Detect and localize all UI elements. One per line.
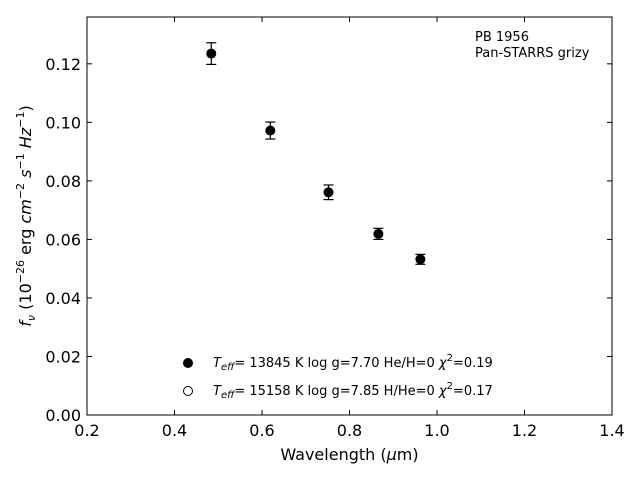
y-tick-label: 0.08 <box>45 172 81 191</box>
y-axis-ticks: 0.00 0.02 0.04 0.06 0.08 0.10 0.12 <box>45 55 612 425</box>
legend-marker-open <box>183 386 193 396</box>
legend-marker-filled <box>183 358 193 368</box>
data-point <box>373 228 384 239</box>
y-tick-label: 0.12 <box>45 55 81 74</box>
y-tick-label: 0.06 <box>45 230 81 249</box>
legend-entry-2: Teff= 15158 K log g=7.85 H/He=0 χ2=0.17 <box>213 381 493 401</box>
x-tick-label: 0.4 <box>162 421 187 440</box>
y-tick-label: 0.00 <box>45 406 81 425</box>
legend-entry-1: Teff= 13845 K log g=7.70 He/H=0 χ2=0.19 <box>213 353 493 373</box>
x-tick-label: 1.2 <box>512 421 537 440</box>
y-tick-label: 0.02 <box>45 347 81 366</box>
y-tick-label: 0.04 <box>45 289 81 308</box>
x-tick-label: 0.8 <box>337 421 362 440</box>
data-point <box>265 125 276 136</box>
x-axis-ticks: 0.2 0.4 0.6 0.8 1.0 1.2 1.4 <box>74 17 625 440</box>
data-points <box>206 42 426 265</box>
x-axis-title: Wavelength (μm) <box>280 445 418 464</box>
x-tick-label: 1.0 <box>424 421 449 440</box>
legend: Teff= 13845 K log g=7.70 He/H=0 χ2=0.19 … <box>183 353 493 401</box>
annotation-object-name: PB 1956 <box>475 30 529 45</box>
data-point <box>323 187 334 198</box>
y-axis-title: fν (10−26 erg cm−2 s−1 Hz−1) <box>14 105 38 326</box>
annotation-survey: Pan-STARRS grizy <box>475 46 590 61</box>
y-tick-label: 0.10 <box>45 113 81 132</box>
x-tick-label: 1.4 <box>599 421 624 440</box>
x-tick-label: 0.2 <box>74 421 99 440</box>
data-point <box>206 48 217 59</box>
data-point <box>415 254 426 265</box>
x-tick-label: 0.6 <box>249 421 274 440</box>
